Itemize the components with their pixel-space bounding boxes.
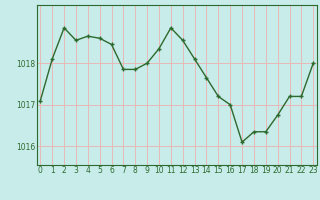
Text: Graphe pression niveau de la mer (hPa): Graphe pression niveau de la mer (hPa) [41,181,279,191]
